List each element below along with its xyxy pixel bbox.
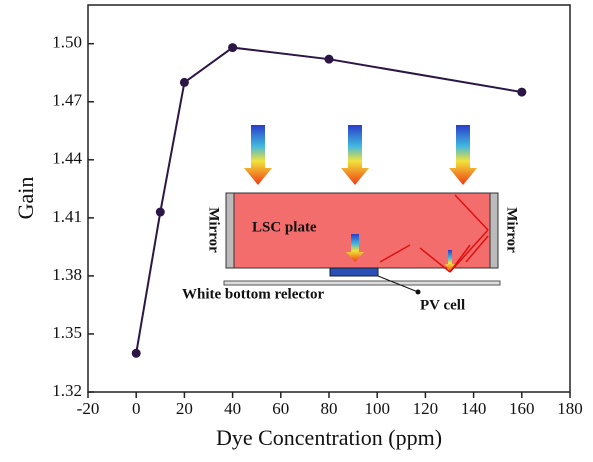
annotation: White bottom relector xyxy=(182,286,325,302)
light-rays xyxy=(379,194,489,273)
point xyxy=(155,207,165,217)
x-tick-label: -20 xyxy=(77,399,100,418)
point xyxy=(179,77,189,87)
y-tick-label: 1.35 xyxy=(52,323,82,342)
point xyxy=(517,87,527,97)
reflector xyxy=(223,280,501,286)
series-line xyxy=(135,46,522,354)
y-tick-label: 1.41 xyxy=(52,207,82,226)
x-tick-label: 0 xyxy=(132,399,141,418)
x-tick-label: 140 xyxy=(461,399,487,418)
annotation: Mirror xyxy=(206,207,222,253)
lsc-plate xyxy=(233,192,491,269)
inset-diagram: LSC plate Mirror Mirror White bottom rel… xyxy=(182,125,520,313)
x-tick-label: 40 xyxy=(224,399,241,418)
x-tick-label: 160 xyxy=(509,399,535,418)
point xyxy=(324,54,334,64)
y-tick-label: 1.32 xyxy=(52,381,82,400)
x-tick-label: 60 xyxy=(272,399,289,418)
light-arrow xyxy=(341,125,369,185)
point xyxy=(131,348,141,358)
x-tick-label: 20 xyxy=(176,399,193,418)
y-tick-label: 1.47 xyxy=(52,91,82,110)
annotation: LSC plate xyxy=(252,219,317,235)
annotation: Mirror xyxy=(504,207,520,253)
pv-pointer xyxy=(377,275,419,293)
y-tick-label: 1.38 xyxy=(52,265,82,284)
x-tick-label: 80 xyxy=(321,399,338,418)
x-tick-label: 120 xyxy=(413,399,439,418)
x-tick-label: 180 xyxy=(557,399,583,418)
pv-cell xyxy=(329,267,379,277)
x-axis-title: Dye Concentration (ppm) xyxy=(216,425,442,450)
light-arrow xyxy=(445,250,455,272)
annotation: PV cell xyxy=(420,297,465,313)
light-arrow xyxy=(244,125,272,185)
x-tick-label: 100 xyxy=(364,399,390,418)
light-arrow xyxy=(346,234,364,262)
light-arrow xyxy=(449,125,477,185)
y-axis-title: Gain xyxy=(13,177,38,220)
y-tick-label: 1.50 xyxy=(52,33,82,52)
point xyxy=(228,43,238,53)
y-tick-label: 1.44 xyxy=(52,149,82,168)
mirror-right xyxy=(489,192,499,269)
mirror-left xyxy=(225,192,235,269)
pv-pointer-dot xyxy=(415,289,421,295)
